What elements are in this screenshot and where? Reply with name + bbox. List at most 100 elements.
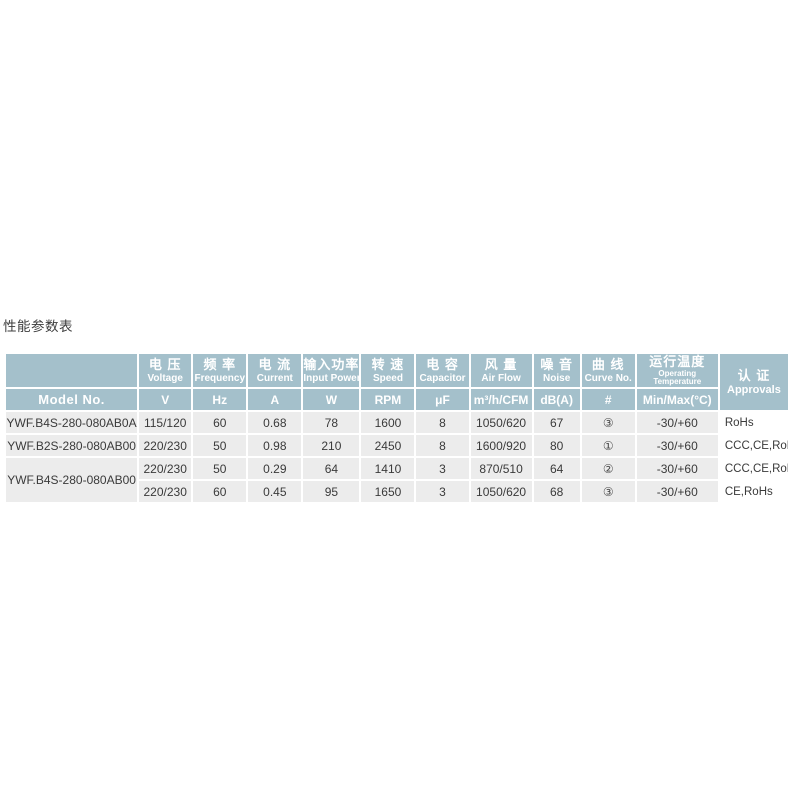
col-header-current-cn: 电 流 xyxy=(258,357,292,373)
col-header-air-flow: 风 量 Air Flow xyxy=(470,354,532,388)
cell-voltage: 220/230 xyxy=(139,435,192,457)
cell-operating-temperature: -30/+60 xyxy=(636,412,718,434)
cell-input-power: 64 xyxy=(303,458,360,480)
cell-input-power: 78 xyxy=(303,412,360,434)
cell-curve-no: ② xyxy=(581,458,635,480)
unit-frequency: Hz xyxy=(193,389,247,411)
col-header-air-flow-en: Air Flow xyxy=(481,372,521,384)
col-header-air-flow-cn: 风 量 xyxy=(484,357,518,373)
cell-operating-temperature: -30/+60 xyxy=(636,481,718,503)
unit-operating-temperature: Min/Max(°C) xyxy=(636,389,718,411)
cell-approvals: CE,RoHs xyxy=(719,481,788,503)
cell-current: 0.29 xyxy=(248,458,302,480)
col-header-voltage-cn: 电 压 xyxy=(148,357,182,373)
cell-model: YWF.B2S-280-080AB00 xyxy=(6,435,138,457)
col-header-speed-en: Speed xyxy=(372,372,403,384)
cell-current: 0.68 xyxy=(248,412,302,434)
col-header-approvals: 认 证 Approvals xyxy=(719,354,788,411)
cell-curve-no: ③ xyxy=(581,412,635,434)
unit-current: A xyxy=(248,389,302,411)
cell-capacitor: 3 xyxy=(416,458,469,480)
cell-input-power: 210 xyxy=(303,435,360,457)
table-row: YWF.B2S-280-080AB00 220/230 50 0.98 210 … xyxy=(6,435,788,457)
unit-voltage: V xyxy=(139,389,192,411)
cell-noise: 68 xyxy=(533,481,580,503)
cell-model-merged: YWF.B4S-280-080AB00 xyxy=(6,458,138,503)
cell-voltage: 115/120 xyxy=(139,412,192,434)
col-header-approvals-en: Approvals xyxy=(727,383,781,396)
col-header-frequency-en: Frequency xyxy=(194,372,246,384)
col-header-operating-temperature-cn: 运行温度 xyxy=(649,354,706,369)
unit-speed: RPM xyxy=(361,389,415,411)
cell-noise: 67 xyxy=(533,412,580,434)
col-header-speed-cn: 转 速 xyxy=(371,357,405,373)
cell-operating-temperature: -30/+60 xyxy=(636,458,718,480)
cell-air-flow: 1050/620 xyxy=(470,481,532,503)
cell-approvals: RoHs xyxy=(719,412,788,434)
cell-frequency: 60 xyxy=(193,412,247,434)
col-header-curve-no-cn: 曲 线 xyxy=(591,357,625,373)
corner-cell xyxy=(6,354,138,388)
cell-current: 0.98 xyxy=(248,435,302,457)
col-header-voltage: 电 压 Voltage xyxy=(139,354,192,388)
cell-approvals: CCC,CE,RoHs xyxy=(719,458,788,480)
col-header-noise: 噪 音 Noise xyxy=(533,354,580,388)
cell-frequency: 60 xyxy=(193,481,247,503)
unit-noise: dB(A) xyxy=(533,389,580,411)
cell-capacitor: 8 xyxy=(416,412,469,434)
cell-voltage: 220/230 xyxy=(139,481,192,503)
col-header-approvals-cn: 认 证 xyxy=(737,367,771,383)
table-row: 220/230 60 0.45 95 1650 3 1050/620 68 ③ … xyxy=(6,481,788,503)
col-header-current-en: Current xyxy=(256,372,293,384)
header-row-names: 电 压 Voltage 频 率 Frequency 电 流 Current 输入… xyxy=(6,354,788,411)
col-header-curve-no-en: Curve No. xyxy=(584,372,632,384)
unit-curve-no: # xyxy=(581,389,635,411)
page-title: 性能参数表 xyxy=(3,319,73,334)
col-header-speed: 转 速 Speed xyxy=(361,354,415,388)
col-header-operating-temperature-en2: Temperature xyxy=(653,377,702,387)
unit-input-power: W xyxy=(303,389,360,411)
cell-model: YWF.B4S-280-080AB0A xyxy=(6,412,138,434)
header-row-units: Model No. V Hz A W RPM μF m³/h/CFM dB(A)… xyxy=(6,389,788,411)
cell-speed: 1650 xyxy=(361,481,415,503)
col-header-capacitor-en: Capacitor xyxy=(419,372,466,384)
performance-parameter-table: 电 压 Voltage 频 率 Frequency 电 流 Current 输入… xyxy=(4,352,790,504)
cell-speed: 1600 xyxy=(361,412,415,434)
table-row: YWF.B4S-280-080AB0A 115/120 60 0.68 78 1… xyxy=(6,412,788,434)
col-header-frequency: 频 率 Frequency xyxy=(193,354,247,388)
cell-curve-no: ③ xyxy=(581,481,635,503)
col-header-noise-cn: 噪 音 xyxy=(540,357,573,373)
cell-operating-temperature: -30/+60 xyxy=(636,435,718,457)
cell-frequency: 50 xyxy=(193,435,247,457)
cell-air-flow: 1600/920 xyxy=(470,435,532,457)
unit-air-flow: m³/h/CFM xyxy=(470,389,532,411)
col-header-voltage-en: Voltage xyxy=(147,372,183,384)
col-header-input-power-en: Input Power xyxy=(303,372,360,384)
cell-curve-no: ① xyxy=(581,435,635,457)
cell-input-power: 95 xyxy=(303,481,360,503)
table-row: YWF.B4S-280-080AB00 220/230 50 0.29 64 1… xyxy=(6,458,788,503)
col-header-frequency-cn: 频 率 xyxy=(203,357,237,373)
cell-approvals: CCC,CE,RoHs xyxy=(719,435,788,457)
cell-air-flow: 1050/620 xyxy=(470,412,532,434)
cell-capacitor: 3 xyxy=(416,481,469,503)
cell-speed: 1410 xyxy=(361,458,415,480)
cell-current: 0.45 xyxy=(248,481,302,503)
col-header-capacitor-cn: 电 容 xyxy=(426,357,459,373)
cell-capacitor: 8 xyxy=(416,435,469,457)
unit-capacitor: μF xyxy=(416,389,469,411)
col-header-noise-en: Noise xyxy=(543,372,571,384)
cell-speed: 2450 xyxy=(361,435,415,457)
col-header-current: 电 流 Current xyxy=(248,354,302,388)
col-header-input-power: 输入功率 Input Power xyxy=(303,354,360,388)
col-header-curve-no: 曲 线 Curve No. xyxy=(581,354,635,388)
cell-voltage: 220/230 xyxy=(139,458,192,480)
col-header-input-power-cn: 输入功率 xyxy=(303,357,360,373)
cell-noise: 80 xyxy=(533,435,580,457)
cell-frequency: 50 xyxy=(193,458,247,480)
col-header-operating-temperature: 运行温度 Operating Temperature xyxy=(636,354,718,388)
cell-air-flow: 870/510 xyxy=(470,458,532,480)
model-no-header: Model No. xyxy=(6,389,138,411)
cell-noise: 64 xyxy=(533,458,580,480)
